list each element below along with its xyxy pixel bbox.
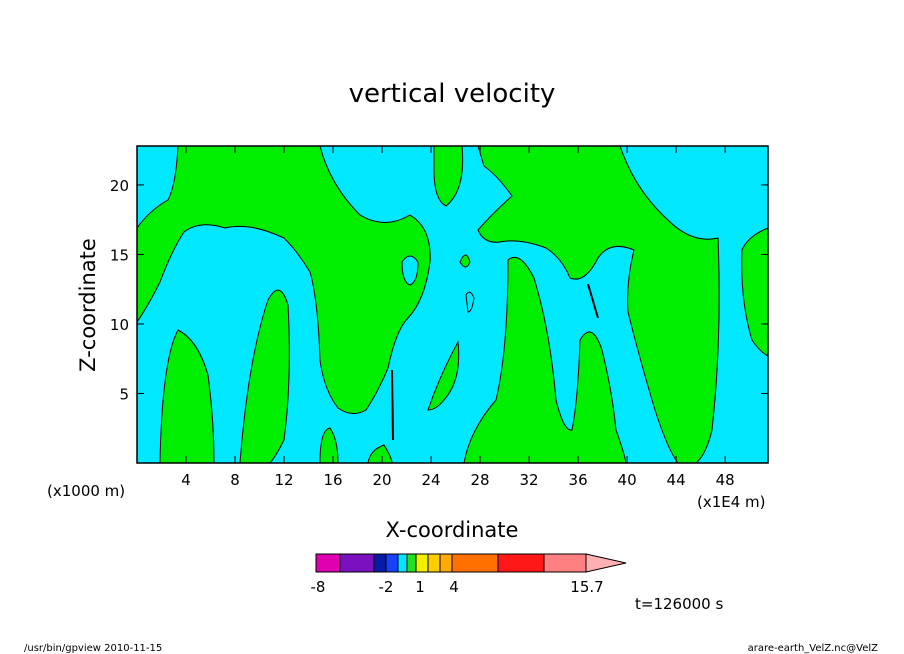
x-tick-label: 24 — [422, 471, 441, 489]
colorbar-box — [385, 553, 399, 573]
x-tick-label: 36 — [569, 471, 588, 489]
colorbar-box — [427, 553, 441, 573]
spike-1 — [391, 369, 394, 441]
island-2 — [465, 291, 475, 313]
x-tick-label: 48 — [716, 471, 735, 489]
x-tick-label: 4 — [181, 471, 191, 489]
y-tick-label: 5 — [119, 385, 129, 403]
colorbar-box — [315, 553, 341, 573]
region-upper-left — [136, 145, 431, 414]
positive-regions — [136, 145, 769, 464]
colorbar-labels: -8 -2 1 4 15.7 — [311, 578, 604, 596]
colorbar-box — [451, 553, 499, 573]
region-lower-right — [463, 256, 627, 464]
colorbar-box — [543, 553, 587, 573]
y-ticks: 5 10 15 20 — [110, 177, 768, 403]
x-unit-right: (x1E4 m) — [697, 493, 766, 511]
x-tick-label: 16 — [323, 471, 342, 489]
y-axis-label: Z-coordinate — [76, 238, 100, 372]
spike-2 — [587, 283, 599, 319]
region-lower-left-2 — [239, 289, 290, 464]
colorbar-box — [339, 553, 375, 573]
time-label: t=126000 s — [635, 595, 723, 613]
y-tick-label: 10 — [110, 316, 129, 334]
colorbar-box — [415, 553, 429, 573]
colorbar-box — [406, 553, 417, 573]
footer-right: arare-earth_VelZ.nc@VelZ — [748, 643, 879, 654]
region-small-1 — [319, 427, 339, 464]
colorbar-label: 4 — [449, 578, 459, 596]
region-small-2 — [367, 444, 393, 464]
colorbar-arrow — [585, 553, 627, 573]
plot-frame — [136, 145, 769, 464]
contour-spikes — [391, 283, 599, 441]
x-tick-label: 40 — [618, 471, 637, 489]
colorbar-box — [373, 553, 387, 573]
chart-title: vertical velocity — [349, 79, 556, 109]
region-right-top — [477, 145, 720, 464]
colorbar-label: 1 — [415, 578, 425, 596]
x-unit-left: (x1000 m) — [47, 482, 125, 500]
colorbar — [315, 553, 627, 573]
x-tick-label: 12 — [274, 471, 293, 489]
colorbar-label: -2 — [379, 578, 394, 596]
region-lower-left — [159, 329, 215, 464]
negative-islands — [401, 255, 475, 313]
colorbar-label: -8 — [311, 578, 326, 596]
colorbar-box — [497, 553, 545, 573]
region-small-3 — [459, 254, 471, 268]
x-tick-label: 28 — [471, 471, 490, 489]
region-lower-mid — [427, 340, 460, 411]
y-tick-label: 20 — [110, 177, 129, 195]
island-1 — [401, 255, 419, 286]
footer-left: /usr/bin/gpview 2010-11-15 — [24, 643, 162, 654]
colorbar-box — [439, 553, 453, 573]
x-tick-label: 44 — [667, 471, 686, 489]
region-mid-top — [433, 145, 464, 207]
colorbar-label: 15.7 — [570, 578, 603, 596]
x-tick-label: 20 — [373, 471, 392, 489]
x-tick-label: 8 — [230, 471, 240, 489]
x-tick-label: 32 — [520, 471, 539, 489]
x-axis-label: X-coordinate — [386, 518, 519, 542]
colorbar-box — [397, 553, 408, 573]
y-tick-label: 15 — [110, 246, 129, 264]
x-ticks: 4 8 12 16 20 24 28 32 36 40 44 48 — [181, 146, 735, 489]
